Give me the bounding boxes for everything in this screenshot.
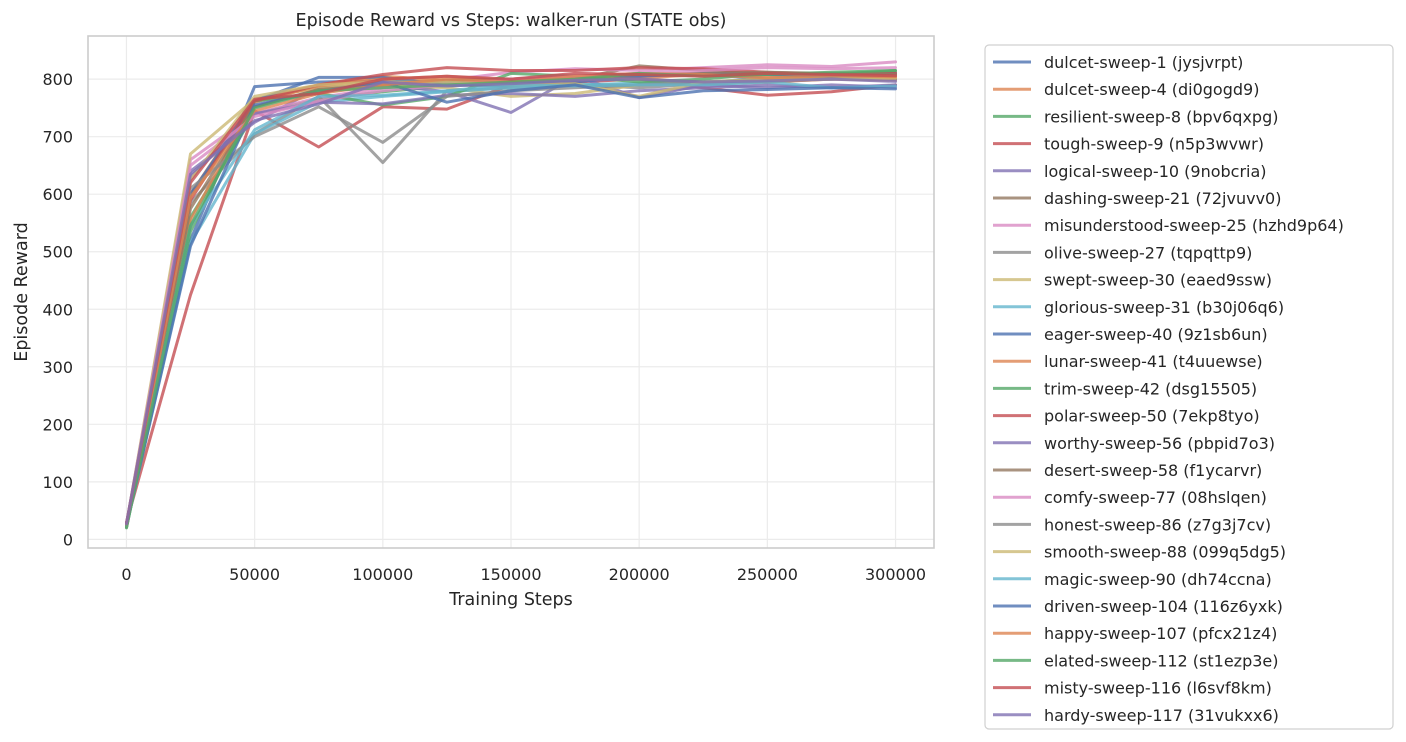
series-line: [125, 71, 897, 525]
legend-label: dulcet-sweep-4 (di0gogd9): [1044, 80, 1259, 99]
legend-label: logical-sweep-10 (9nobcria): [1044, 162, 1267, 181]
legend-label: magic-sweep-90 (dh74ccna): [1044, 570, 1272, 589]
y-tick-label: 500: [42, 243, 73, 262]
legend-label: misunderstood-sweep-25 (hzhd9p64): [1044, 216, 1344, 235]
y-tick-label: 700: [42, 128, 73, 147]
legend-label: trim-sweep-42 (dsg15505): [1044, 379, 1257, 398]
legend-label: swept-sweep-30 (eaed9ssw): [1044, 271, 1272, 290]
series-line: [125, 80, 897, 526]
y-tick-label: 400: [42, 300, 73, 319]
legend-label: dashing-sweep-21 (72jvuvv0): [1044, 189, 1281, 208]
legend-label: misty-sweep-116 (l6svf8km): [1044, 679, 1272, 698]
plot-area: [87, 35, 935, 549]
grid: [88, 36, 934, 548]
y-axis-title: Episode Reward: [12, 222, 32, 361]
legend-label: smooth-sweep-88 (099q5dg5): [1044, 543, 1286, 562]
y-tick-label: 100: [42, 473, 73, 492]
x-tick-label: 150000: [480, 565, 541, 584]
legend-label: resilient-sweep-8 (bpv6qxpg): [1044, 107, 1278, 126]
legend-label: tough-sweep-9 (n5p3wvwr): [1044, 135, 1264, 154]
y-tick-label: 800: [42, 70, 73, 89]
x-tick-label: 250000: [737, 565, 798, 584]
legend-frame: [984, 44, 1394, 730]
legend-label: happy-sweep-107 (pfcx21z4): [1044, 624, 1277, 643]
y-tick-label: 300: [42, 358, 73, 377]
series-lines: [125, 60, 897, 530]
plot-frame: [87, 35, 935, 549]
y-tick-label: 0: [63, 530, 73, 549]
legend: dulcet-sweep-1 (jysjvrpt) dulcet-sweep-4 …: [984, 44, 1394, 730]
legend-label: lunar-sweep-41 (t4uuewse): [1044, 352, 1263, 371]
x-tick-label: 0: [121, 565, 131, 584]
x-axis-ticks: 0 50000 100000 150000 200000 250000 300000: [121, 565, 926, 584]
y-tick-label: 600: [42, 185, 73, 204]
legend-label: glorious-sweep-31 (b30j06q6): [1044, 298, 1284, 317]
series-line: [125, 77, 897, 526]
legend-label: olive-sweep-27 (tqpqttp9): [1044, 243, 1252, 262]
legend-label: eager-sweep-40 (9z1sb6un): [1044, 325, 1268, 344]
x-tick-label: 50000: [229, 565, 280, 584]
legend-label: comfy-sweep-77 (08hslqen): [1044, 488, 1267, 507]
x-tick-label: 300000: [865, 565, 926, 584]
legend-label: desert-sweep-58 (f1ycarvr): [1044, 461, 1262, 480]
legend-label: hardy-sweep-117 (31vukxx6): [1044, 706, 1279, 725]
legend-label: worthy-sweep-56 (pbpid7o3): [1044, 434, 1275, 453]
series-line: [125, 83, 897, 528]
chart-title: Episode Reward vs Steps: walker-run (STA…: [296, 11, 727, 31]
legend-items: dulcet-sweep-1 (jysjvrpt) dulcet-sweep-4 …: [993, 53, 1344, 725]
legend-label: honest-sweep-86 (z7g3j7cv): [1044, 515, 1271, 534]
y-tick-label: 200: [42, 415, 73, 434]
x-tick-label: 200000: [609, 565, 670, 584]
x-tick-label: 100000: [352, 565, 413, 584]
legend-label: elated-sweep-112 (st1ezp3e): [1044, 651, 1279, 670]
x-axis-title: Training Steps: [448, 590, 573, 610]
y-axis-ticks: 0 100 200 300 400 500 600 700 800: [42, 70, 73, 549]
legend-label: polar-sweep-50 (7ekp8tyo): [1044, 407, 1260, 426]
legend-label: dulcet-sweep-1 (jysjvrpt): [1044, 53, 1243, 72]
legend-label: driven-sweep-104 (116z6yxk): [1044, 597, 1283, 616]
